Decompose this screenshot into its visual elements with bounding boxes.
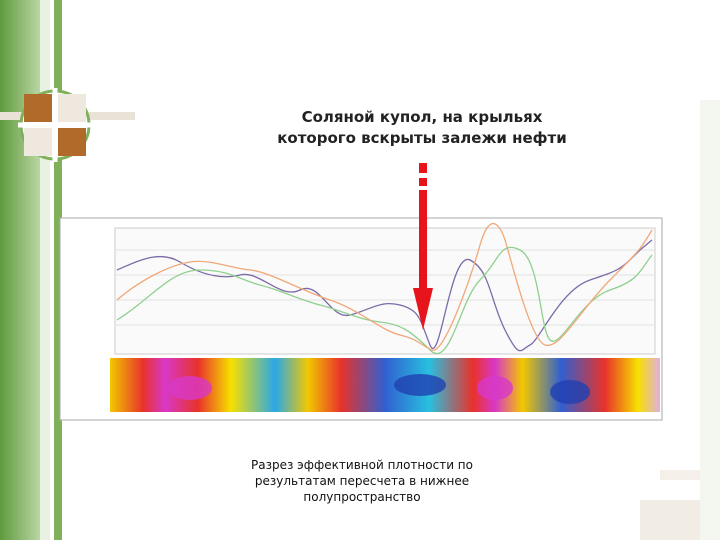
title-line: которого вскрыты залежи нефти — [277, 129, 567, 147]
caption-line: результатам пересчета в нижнее — [254, 474, 470, 488]
title-line: Соляной купол, на крыльях — [301, 108, 543, 126]
arrow — [413, 163, 433, 330]
bottom-decoration — [640, 100, 720, 540]
left-decoration — [0, 0, 135, 540]
caption-line: полупространство — [303, 490, 421, 504]
caption-line: Разрез эффективной плотности по — [251, 458, 473, 472]
figure-caption: Разрез эффективной плотности по результа… — [212, 457, 512, 505]
slide-title: Соляной купол, на крыльях которого вскры… — [222, 107, 622, 149]
figure — [59, 217, 663, 421]
